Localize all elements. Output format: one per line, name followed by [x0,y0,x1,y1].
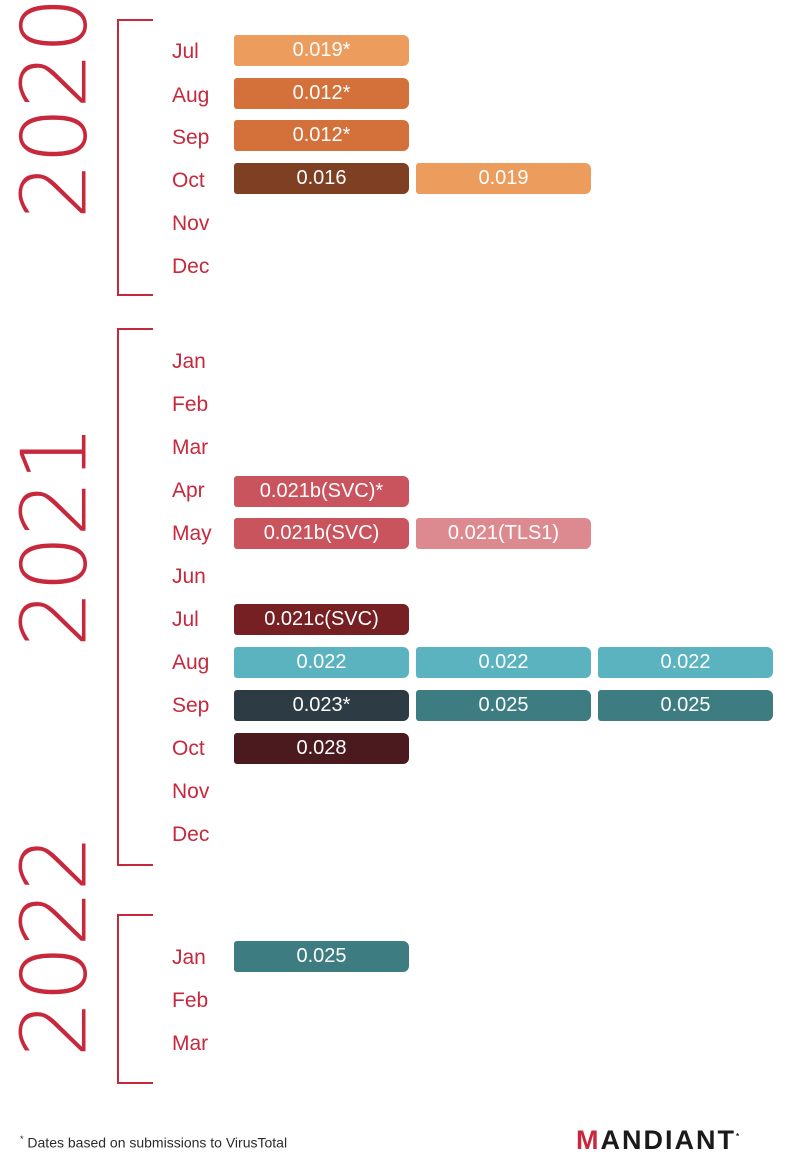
bar-2021-may-2: 0.021(TLS1) [416,518,591,549]
footnote-text: Dates based on submissions to VirusTotal [23,1134,288,1151]
bar-2021-may-1: 0.021b(SVC) [234,518,409,549]
bar-2021-aug-1: 0.022 [234,647,409,678]
month-2021-jan: Jan [172,350,206,373]
month-2022-feb: Feb [172,989,209,1012]
month-2021-sep: Sep [172,694,210,717]
bar-2020-jul: 0.019* [234,35,409,66]
year-label-2021: 2021 [2,426,108,648]
month-2020-oct: Oct [172,169,205,192]
month-2021-aug: Aug [172,651,210,674]
year-label-2022: 2022 [2,836,108,1058]
month-2021-oct: Oct [172,737,205,760]
bar-2020-oct-2: 0.019 [416,163,591,194]
bar-2021-apr: 0.021b(SVC)* [234,476,409,507]
month-2020-jul: Jul [172,40,199,63]
bar-2021-sep-1: 0.023* [234,690,409,721]
month-2021-jun: Jun [172,565,206,588]
month-2021-nov: Nov [172,780,210,803]
bar-2020-aug: 0.012* [234,78,409,109]
month-2021-feb: Feb [172,393,209,416]
bar-2022-jan: 0.025 [234,941,409,972]
month-2021-apr: Apr [172,479,205,502]
bar-2020-oct-1: 0.016 [234,163,409,194]
month-2021-dec: Dec [172,823,210,846]
mandiant-logo: MANDIANT* [576,1125,741,1156]
bar-2021-jul: 0.021c(SVC) [234,604,409,635]
month-2020-nov: Nov [172,212,210,235]
month-2022-mar: Mar [172,1032,209,1055]
bracket-2022 [117,914,153,1084]
month-2021-jul: Jul [172,608,199,631]
month-2022-jan: Jan [172,946,206,969]
bracket-2021 [117,328,153,866]
month-2020-aug: Aug [172,84,210,107]
logo-mark: * [736,1132,742,1141]
bar-2021-aug-3: 0.022 [598,647,773,678]
month-2020-dec: Dec [172,255,210,278]
logo-letter-m: M [576,1125,601,1155]
footnote-mark: * [20,1134,24,1144]
logo-rest: ANDIANT [600,1125,736,1155]
month-2020-sep: Sep [172,126,210,149]
bar-2020-sep: 0.012* [234,120,409,151]
bar-2021-aug-2: 0.022 [416,647,591,678]
bar-2021-oct: 0.028 [234,733,409,764]
bar-2021-sep-3: 0.025 [598,690,773,721]
month-2021-may: May [172,522,212,545]
bar-2021-sep-2: 0.025 [416,690,591,721]
year-label-2020: 2020 [2,0,108,220]
month-2021-mar: Mar [172,436,209,459]
bracket-2020 [117,19,153,296]
footnote: * Dates based on submissions to VirusTot… [20,1134,287,1151]
